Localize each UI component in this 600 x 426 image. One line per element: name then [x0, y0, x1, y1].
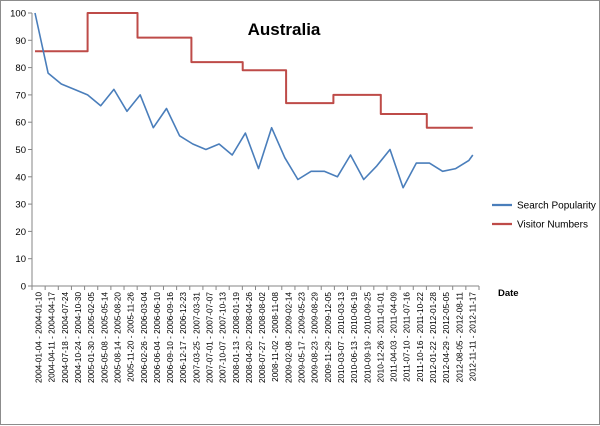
- y-tick-label: 100: [10, 9, 26, 20]
- x-tick-label: 2011-07-10 - 2011-07-16: [403, 292, 412, 382]
- y-tick-label: 90: [15, 36, 26, 47]
- x-tick-label: 2008-11-02 - 2008-11-08: [271, 292, 280, 382]
- y-tick-label: 60: [15, 118, 26, 129]
- x-tick-label: 2007-03-25 - 2007-03-31: [192, 292, 201, 383]
- x-tick-label: 2012-01-22 - 2012-01-28: [429, 292, 438, 383]
- x-tick-label: 2004-01-04 - 2004-01-10: [35, 292, 44, 383]
- x-axis-label: Date: [498, 288, 519, 299]
- x-tick-label: 2005-05-08 - 2005-05-14: [100, 292, 109, 383]
- x-tick-label: 2009-11-29 - 2009-12-05: [324, 292, 333, 383]
- x-tick-label: 2011-04-03 - 2011-04-09: [390, 292, 399, 382]
- legend-label-visitor-numbers: Visitor Numbers: [517, 220, 588, 231]
- x-tick-label: 2010-03-07 - 2010-03-13: [337, 292, 346, 383]
- plot-area: [34, 12, 474, 189]
- y-tick-label: 20: [15, 227, 26, 238]
- series-line-visitor-numbers: [35, 12, 473, 129]
- series-line-search-popularity: [34, 12, 474, 189]
- x-tick-label: 2006-06-04 - 2006-06-10: [153, 292, 162, 383]
- y-tick-label: 80: [15, 63, 26, 74]
- x-tick-label: 2008-07-27 - 2008-08-02: [258, 292, 267, 383]
- x-tick-label: 2004-04-11 - 2004-04-17: [48, 292, 57, 383]
- x-tick-label: 2010-12-26 - 2011-01-01: [376, 292, 385, 383]
- x-tick-label: 2005-08-14 - 2005-08-20: [113, 292, 122, 383]
- chart-title: Australia: [248, 20, 321, 39]
- x-tick-label: 2012-04-29 - 2012-05-05: [442, 292, 451, 383]
- y-tick-label: 0: [21, 282, 26, 293]
- x-tick-label: 2006-12-17 - 2006-12-23: [179, 292, 188, 383]
- y-axis: 0 10 20 30 40 50 60 70 80 90 100: [10, 9, 33, 293]
- x-tick-label: 2004-07-18 - 2004-07-24: [61, 292, 70, 383]
- x-tick-label: 2011-10-16 - 2011-10-22: [416, 292, 425, 382]
- x-tick-label: 2012-08-05 - 2012-08-11: [455, 292, 464, 383]
- x-tick-label: 2004-10-24 - 2004-10-30: [74, 292, 83, 383]
- x-tick-label: 2010-06-13 - 2010-06-19: [350, 292, 359, 383]
- x-tick-label: 2007-07-01 - 2007-07-07: [205, 292, 214, 383]
- legend-label-search-popularity: Search Popularity: [517, 201, 596, 212]
- x-tick-label: 2008-01-13 - 2008-01-19: [232, 292, 241, 383]
- y-tick-label: 70: [15, 90, 26, 101]
- x-axis: 2004-01-04 - 2004-01-10 2004-04-11 - 2004…: [31, 285, 480, 383]
- x-tick-label: 2009-02-08 - 2009-02-14: [284, 292, 293, 383]
- x-tick-label: 2009-08-23 - 2009-08-29: [311, 292, 320, 383]
- x-tick-label: 2005-11-20 - 2005-11-26: [127, 292, 136, 382]
- legend: Search Popularity Visitor Numbers: [492, 201, 596, 231]
- y-tick-label: 10: [15, 254, 26, 265]
- y-tick-label: 40: [15, 172, 26, 183]
- x-tick-label: 2012-11-11 - 2012-11-17: [468, 292, 477, 382]
- x-tick-label: 2005-01-30 - 2005-02-05: [87, 292, 96, 383]
- y-tick-label: 50: [15, 145, 26, 156]
- x-tick-label: 2006-09-10 - 2006-09-16: [166, 292, 175, 383]
- x-tick-label: 2010-09-19 - 2010-09-25: [363, 292, 372, 383]
- y-tick-label: 30: [15, 200, 26, 211]
- x-tick-label: 2007-10-07 - 2007-10-13: [219, 292, 228, 383]
- x-tick-label: 2009-05-17 - 2009-05-23: [298, 292, 307, 383]
- x-tick-label: 2008-04-20 - 2008-04-26: [245, 292, 254, 383]
- x-tick-label: 2006-02-26 - 2006-03-04: [140, 292, 149, 383]
